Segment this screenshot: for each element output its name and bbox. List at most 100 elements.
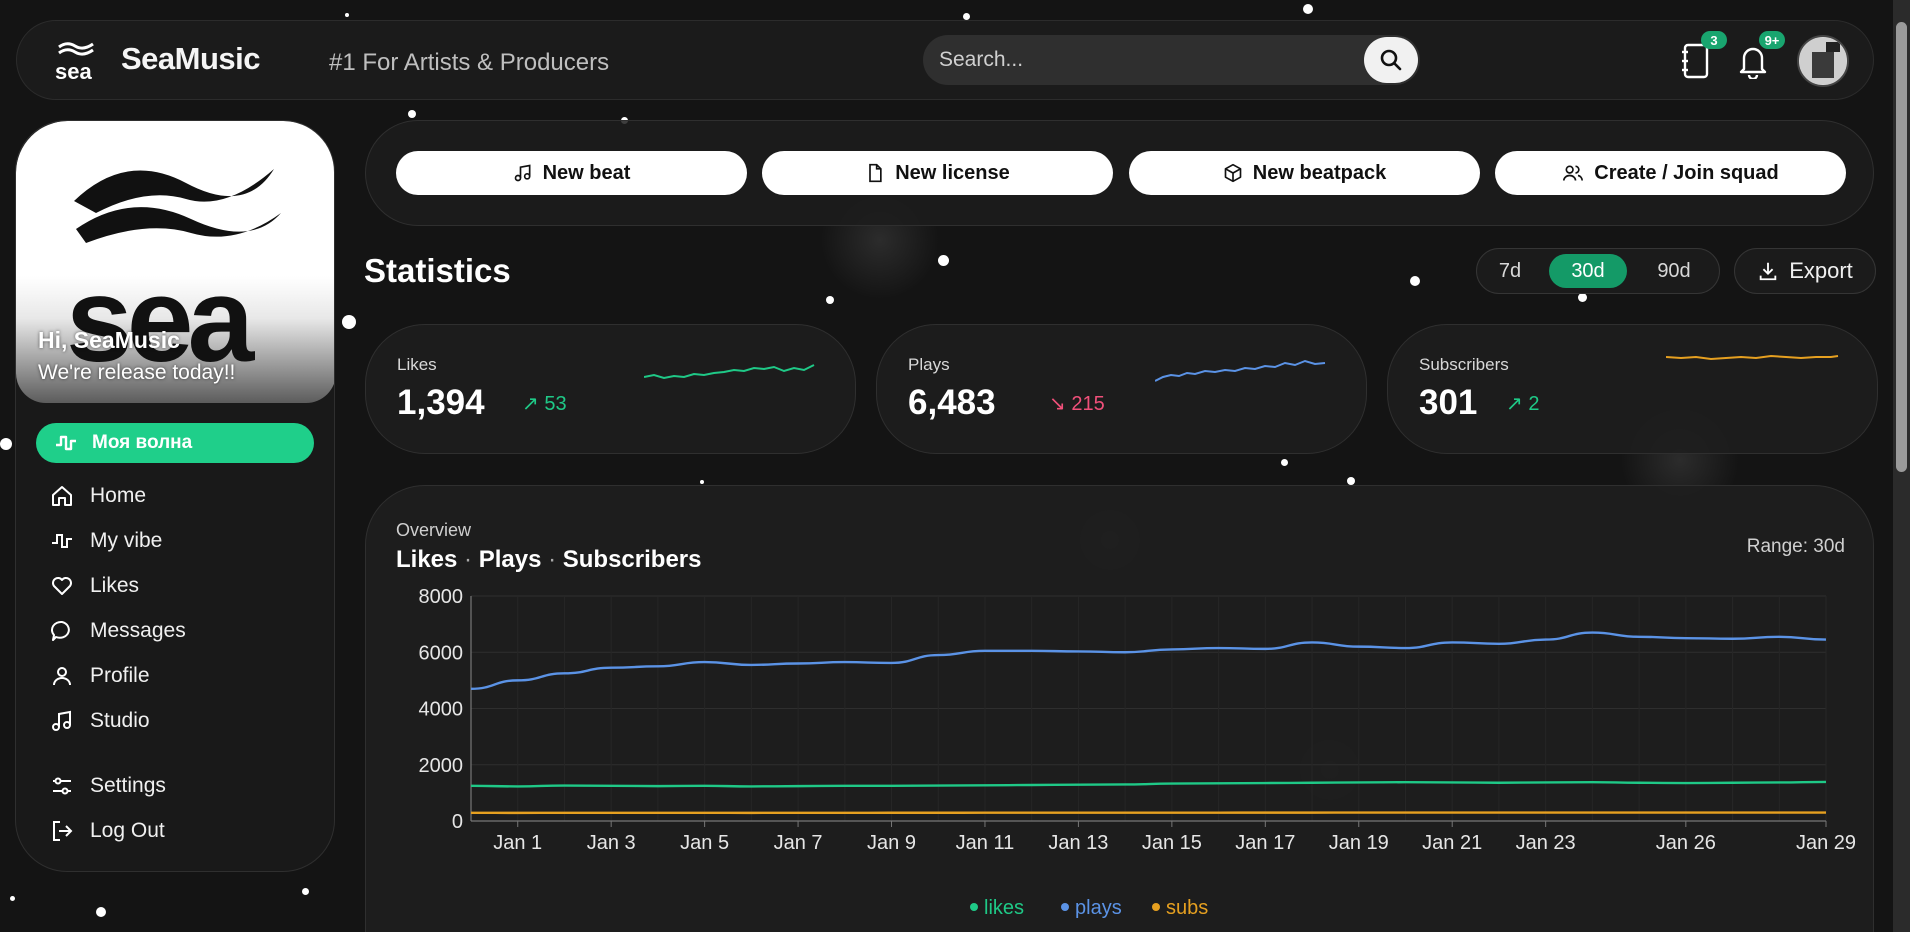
sidebar-item-label: Log Out <box>90 819 165 842</box>
x-tick-label: Jan 3 <box>587 832 636 854</box>
metric-value: 301 <box>1419 383 1478 422</box>
legend-marker-likes <box>970 903 978 911</box>
range-30d-button[interactable]: 30d <box>1549 254 1627 288</box>
users-icon <box>1563 165 1584 181</box>
avatar-image-icon <box>1800 38 1846 84</box>
range-90d-button[interactable]: 90d <box>1657 259 1691 282</box>
legend-label-subs: subs <box>1166 897 1208 919</box>
legend-marker-plays <box>1061 903 1069 911</box>
arrow-up-right-icon: ↗ <box>522 393 539 415</box>
title-plays: Plays <box>478 546 542 573</box>
notifications-badge: 9+ <box>1759 31 1785 49</box>
sidebar-item-profile[interactable]: Profile <box>50 659 150 693</box>
sea-logo-icon[interactable]: sea <box>53 37 99 83</box>
series-line-plays <box>470 631 1827 691</box>
sidebar-item-likes[interactable]: Likes <box>50 569 139 603</box>
arrow-down-right-icon: ↘ <box>1049 393 1066 415</box>
sidebar-item-label: My vibe <box>90 529 163 552</box>
export-button[interactable]: Export <box>1734 248 1876 294</box>
notebook-button[interactable]: 3 <box>1675 31 1727 81</box>
top-header: sea SeaMusic #1 For Artists & Producers … <box>16 20 1874 100</box>
my-wave-label: Моя волна <box>92 432 193 453</box>
search-button[interactable] <box>1364 37 1418 83</box>
search-input[interactable] <box>939 35 1339 85</box>
overview-card: Overview Likes · Plays · Subscribers Ran… <box>365 485 1874 932</box>
plays-metric-card[interactable]: Plays 6,483 ↘ 215 <box>876 324 1367 454</box>
profile-card[interactable]: sea Hi, SeaMusic We're release today!! <box>16 121 334 403</box>
svg-text:sea: sea <box>55 59 92 83</box>
pulse-icon <box>56 435 76 451</box>
x-tick-label: Jan 11 <box>956 832 1015 854</box>
metric-delta: ↗ 2 <box>1506 391 1539 416</box>
new-beat-button[interactable]: New beat <box>396 151 747 195</box>
legend-label-plays: plays <box>1075 897 1122 919</box>
sidebar-item-my-vibe[interactable]: My vibe <box>50 524 162 558</box>
likes-metric-card[interactable]: Likes 1,394 ↗ 53 <box>365 324 856 454</box>
metric-delta-value: 53 <box>544 393 567 415</box>
new-beatpack-button[interactable]: New beatpack <box>1129 151 1480 195</box>
sea-brand-logo-icon: sea <box>66 169 281 387</box>
arrow-up-right-icon: ↗ <box>1506 393 1523 415</box>
scrollbar-thumb[interactable] <box>1896 22 1907 472</box>
sidebar-item-messages[interactable]: Messages <box>50 614 186 648</box>
scrollbar-track[interactable] <box>1893 0 1910 932</box>
metric-delta: ↘ 215 <box>1049 391 1105 416</box>
package-icon <box>1224 163 1242 183</box>
series-line-likes <box>470 780 1827 788</box>
y-tick-label: 4000 <box>419 699 464 721</box>
status-text: We're release today!! <box>38 361 236 384</box>
my-wave-button[interactable]: Моя волна <box>36 423 314 463</box>
create-join-squad-button[interactable]: Create / Join squad <box>1495 151 1846 195</box>
music-note-icon <box>514 164 531 182</box>
sidebar-item-label: Studio <box>90 709 150 732</box>
y-tick-label: 2000 <box>419 755 464 777</box>
create-join-squad-label: Create / Join squad <box>1594 161 1779 184</box>
brand-name[interactable]: SeaMusic <box>121 41 261 76</box>
x-tick-label: Jan 15 <box>1142 832 1202 854</box>
new-license-button[interactable]: New license <box>762 151 1113 195</box>
greeting-text: Hi, SeaMusic <box>38 327 180 353</box>
statistics-title: Statistics <box>364 252 511 289</box>
metric-delta: ↗ 53 <box>522 391 567 416</box>
export-label: Export <box>1789 258 1853 283</box>
logout-icon <box>53 821 73 841</box>
x-tick-label: Jan 9 <box>867 832 916 854</box>
new-license-label: New license <box>895 161 1010 184</box>
y-tick-label: 6000 <box>419 642 464 664</box>
subscribers-metric-card[interactable]: Subscribers 301 ↗ 2 <box>1387 324 1878 454</box>
x-tick-label: Jan 26 <box>1656 832 1716 854</box>
x-tick-label: Jan 7 <box>774 832 823 854</box>
sidebar-item-studio[interactable]: Studio <box>50 704 150 738</box>
overview-line-chart[interactable]: 0 2000 4000 6000 8000 Jan 1 Jan 3 Jan 5 Jan 7 Jan… <box>366 586 1874 932</box>
x-tick-label: Jan 21 <box>1422 832 1482 854</box>
metric-delta-value: 2 <box>1528 393 1540 415</box>
y-tick-label: 0 <box>452 811 463 833</box>
metric-delta-value: 215 <box>1071 393 1105 415</box>
notebook-badge: 3 <box>1701 31 1727 49</box>
range-selector: 7d 30d 90d <box>1476 248 1720 294</box>
x-tick-label: Jan 19 <box>1329 832 1389 854</box>
metric-label: Likes <box>397 355 437 374</box>
legend-marker-subs <box>1152 903 1160 911</box>
user-avatar[interactable] <box>1797 35 1849 87</box>
notifications-button[interactable]: 9+ <box>1733 31 1785 81</box>
sidebar-item-settings[interactable]: Settings <box>50 769 166 803</box>
range-7d-button[interactable]: 7d <box>1498 259 1522 282</box>
sidebar-item-home[interactable]: Home <box>50 479 146 513</box>
home-icon <box>52 486 72 506</box>
overview-title: Likes · Plays · Subscribers <box>396 546 702 573</box>
metric-value: 6,483 <box>908 383 996 422</box>
download-icon <box>1759 262 1777 281</box>
x-tick-label: Jan 29 <box>1796 832 1856 854</box>
pulse-icon <box>52 534 72 548</box>
user-icon <box>53 667 71 686</box>
new-beatpack-label: New beatpack <box>1252 161 1387 184</box>
sidebar-item-logout[interactable]: Log Out <box>50 814 165 848</box>
search-icon <box>1380 49 1402 71</box>
svg-text:sea: sea <box>66 253 255 387</box>
sidebar-item-label: Likes <box>90 574 140 597</box>
x-tick-label: Jan 23 <box>1516 832 1576 854</box>
chat-icon <box>51 620 70 641</box>
search-bar <box>923 35 1420 85</box>
x-tick-label: Jan 13 <box>1048 832 1108 854</box>
